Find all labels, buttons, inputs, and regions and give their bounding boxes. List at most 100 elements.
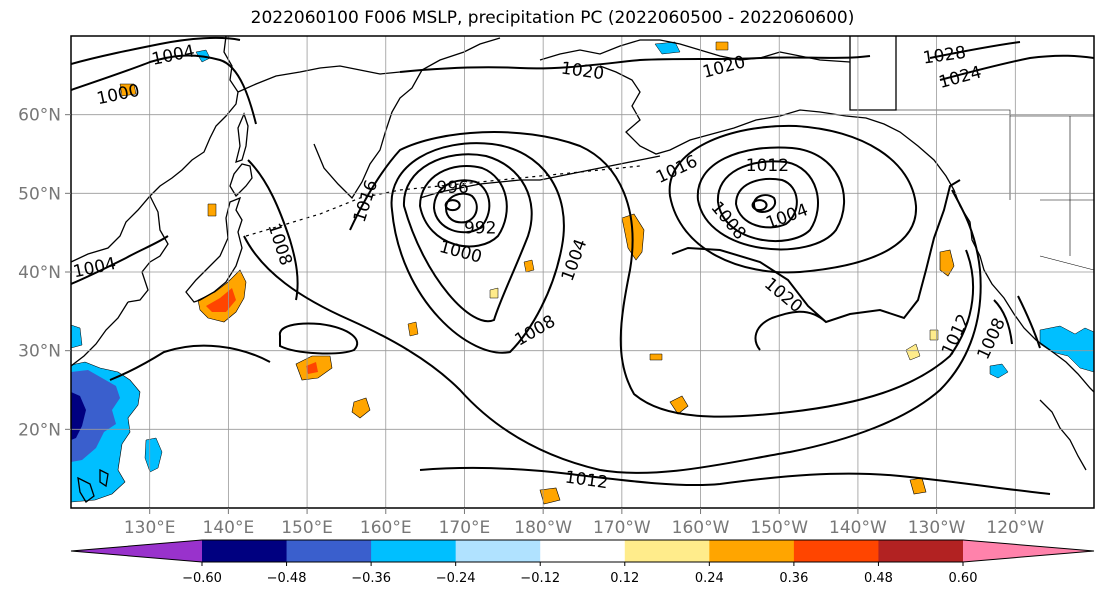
isobar-1016-middle <box>349 131 975 418</box>
precip-positive-japan-n <box>207 203 217 217</box>
colorbar-tick-label: −0.48 <box>267 571 307 586</box>
precip-positive-mid6 <box>489 287 499 299</box>
isobar-1012-west <box>109 344 271 381</box>
colorbar-segment <box>793 540 879 562</box>
dateline-dashed <box>245 165 641 237</box>
x-tick-label: 150°W <box>750 518 808 538</box>
precip-positive-s <box>351 397 371 419</box>
coast-ph-islands <box>77 468 109 503</box>
isobar-label: 1012 <box>746 156 789 176</box>
colorbar-segment <box>878 540 964 562</box>
coast-asia-east <box>71 36 239 263</box>
coast-bering-islands <box>419 155 661 199</box>
x-tick-label: 130°E <box>124 518 176 538</box>
colorbar-segment <box>455 540 541 562</box>
isobar-low-e-1008 <box>716 160 819 242</box>
colorbar-tick-label: 0.12 <box>610 571 639 586</box>
precip-negative-blob-s <box>144 437 163 473</box>
precip-positive-s2 <box>669 395 689 415</box>
isobar-1008-west <box>247 159 299 301</box>
isobar-1012-east <box>1017 295 1041 349</box>
x-tick-label: 160°E <box>360 518 412 538</box>
coast-kamchatka <box>313 37 501 200</box>
colorbar: −0.60 −0.48 −0.36 −0.24 −0.12 0.12 0.24 0.36 0.4… <box>70 539 1095 586</box>
precip-positive-n2 <box>119 83 137 97</box>
precip-positive-mid2 <box>523 259 535 273</box>
precip-negative-blob-sw-core <box>71 392 86 440</box>
coast-alaska-north <box>539 39 851 63</box>
x-tick-label: 180°W <box>514 518 572 538</box>
precipitation-shading <box>71 41 1094 505</box>
isobar-low-w-1008 <box>390 142 565 354</box>
isobar-low-e-1016 <box>668 124 918 274</box>
precip-positive-s-japan-core <box>306 362 318 374</box>
precip-negative-blob-n2 <box>654 41 681 55</box>
colorbar-segment <box>202 540 288 562</box>
y-axis-ticks: 60°N 50°N 40°N 30°N 20°N <box>18 106 71 440</box>
colorbar-tick-label: 0.24 <box>695 571 724 586</box>
map-title: 2022060100 F006 MSLP, precipitation PC (… <box>250 8 855 28</box>
coast-baja <box>1039 399 1087 471</box>
colorbar-tick-label: 0.60 <box>949 571 978 586</box>
precip-positive-n <box>715 41 729 51</box>
isobar-1004-west <box>71 235 169 285</box>
isobar-low-w-1004 <box>402 153 533 323</box>
coast-japan-honshu <box>185 196 243 303</box>
low-pressure-centres <box>444 199 768 212</box>
y-tick-label: 40°N <box>18 263 61 283</box>
x-tick-label: 160°W <box>672 518 730 538</box>
colorbar-tick-label: 0.36 <box>779 571 808 586</box>
x-tick-label: 170°W <box>593 518 651 538</box>
x-tick-label: 140°W <box>829 518 887 538</box>
x-tick-label: 170°E <box>439 518 491 538</box>
isobar-low-w-1000 <box>418 165 508 248</box>
coast-sakhalin <box>235 112 249 163</box>
border-states <box>1009 116 1071 256</box>
isobar-label: 992 <box>464 219 496 239</box>
x-tick-label: 140°E <box>203 518 255 538</box>
precip-negative-blob-nw <box>71 324 83 349</box>
precip-negative-blob-e <box>989 363 1009 379</box>
x-tick-label: 120°W <box>986 518 1044 538</box>
isobar-1028-ne <box>929 41 1021 59</box>
isobar-label: 996 <box>436 178 468 198</box>
colorbar-segment <box>71 540 202 562</box>
precip-positive-mid4 <box>929 329 939 341</box>
precip-positive-e <box>939 249 955 277</box>
precip-negative-blob-sw-inner <box>71 370 120 462</box>
coast-siberia-north <box>237 65 401 93</box>
colorbar-segment <box>540 540 626 562</box>
low-centre-marker <box>444 199 461 212</box>
isobar-low-w-992 <box>444 192 478 224</box>
coast-alaska-west <box>599 65 955 191</box>
isobar-1024-ne <box>939 54 1094 81</box>
colorbar-segment <box>371 540 457 562</box>
isobar-closed-small <box>278 322 359 355</box>
y-tick-label: 60°N <box>18 106 61 126</box>
colorbar-segment <box>963 540 1094 562</box>
colorbar-tick-label: −0.60 <box>182 571 222 586</box>
isobar-1012-big <box>243 189 982 474</box>
y-tick-label: 30°N <box>18 342 61 362</box>
x-axis-ticks: 130°E 140°E 150°E 160°E 170°E 180°W 170°W 160°W… <box>124 508 1044 538</box>
low-centre-marker <box>751 199 768 212</box>
border-canada-alaska <box>850 109 1094 117</box>
coast-korea <box>127 195 169 303</box>
colorbar-tick-label: −0.12 <box>520 571 560 586</box>
isobars <box>71 36 1094 495</box>
isobar-high-1020 <box>671 179 961 351</box>
colorbar-tick-label: −0.36 <box>351 571 391 586</box>
isobar-1008-east <box>993 299 1013 345</box>
precip-positive-mid5 <box>649 353 663 361</box>
isobar-low-e-1012 <box>696 146 846 251</box>
isobar-low-w-996 <box>432 179 491 234</box>
colorbar-segment <box>286 540 372 562</box>
precip-positive-s3 <box>539 487 561 505</box>
colorbar-segment <box>709 540 795 562</box>
isobar-low-e-1004 <box>734 178 798 229</box>
coast-china-south <box>71 301 129 367</box>
borders <box>850 109 1094 271</box>
x-tick-label: 130°W <box>908 518 966 538</box>
